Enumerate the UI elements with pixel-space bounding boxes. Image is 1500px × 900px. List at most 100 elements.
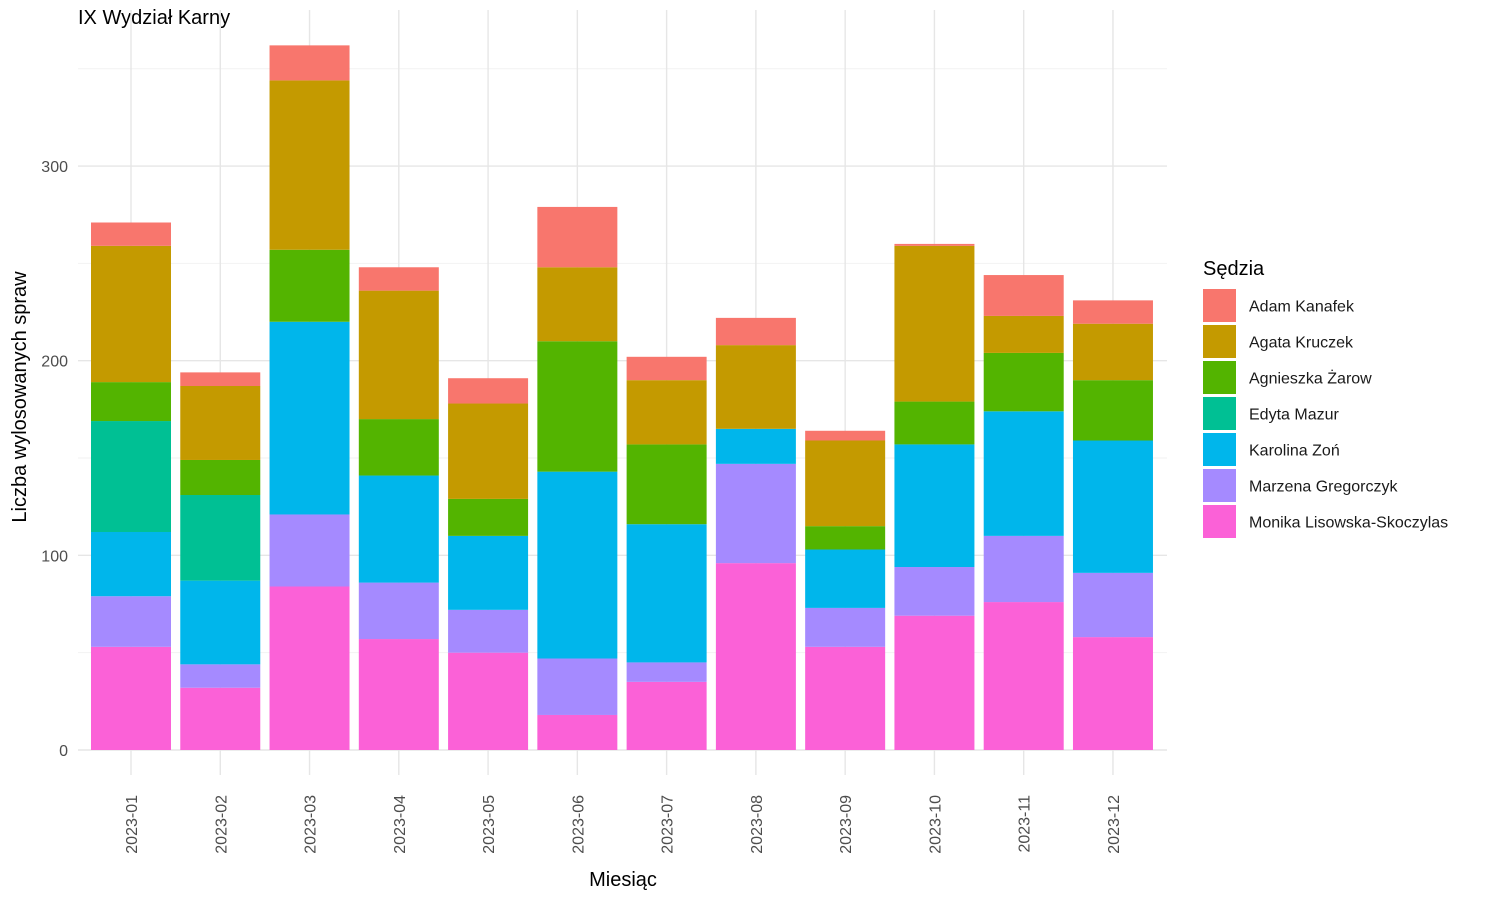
bar-segment [983,535,1064,603]
y-tick-label: 100 [41,548,68,565]
bar-segment [269,80,350,250]
legend-swatch [1203,469,1236,502]
bar-segment [805,430,886,441]
bar-segment [626,380,707,445]
bar-segment [894,615,975,750]
x-tick-label: 2023-10 [927,795,944,854]
bar-segment [269,514,350,587]
bar-segment [448,535,529,610]
legend-item: Edyta Mazur [1203,397,1339,430]
legend-swatch [1203,505,1236,538]
bar-segment [269,249,350,322]
bar-segment [91,245,171,383]
bar-segment [1072,637,1153,750]
y-tick-label: 200 [41,354,68,371]
legend-label: Agnieszka Żarow [1249,369,1372,388]
bar-segment [91,646,171,750]
bar-segment [537,714,618,750]
x-tick-label: 2023-09 [838,795,855,854]
x-tick-label: 2023-11 [1017,795,1034,853]
bar-segment [805,526,886,550]
bar-segment [180,495,261,581]
legend-items: Adam Kanafek Agata Kruczek Agnieszka Żarow… [1203,289,1448,538]
bar-segment [1072,440,1153,573]
legend-item: Adam Kanafek [1203,289,1355,322]
bar-segment [448,652,529,750]
legend-swatch [1203,433,1236,466]
bar-segment [91,382,171,422]
bar-segment [180,664,261,688]
bar-segment [805,607,886,647]
x-tick-label: 2023-08 [749,795,766,854]
legend-item: Marzena Gregorczyk [1203,469,1398,502]
bar-segment [894,444,975,568]
legend-swatch [1203,361,1236,394]
bar-segment [715,317,796,346]
legend-label: Adam Kanafek [1249,299,1355,316]
bar-segment [180,372,261,387]
bar-segment [1072,323,1153,381]
bar-segment [537,471,618,659]
x-tick-label: 2023-01 [124,795,141,854]
bar-segment [537,658,618,715]
bar-segment [983,352,1064,412]
bar-segment [537,267,618,342]
bar-segment [358,639,439,750]
bar-segment [894,243,975,246]
bar-segment [983,315,1064,353]
bar-segment [269,586,350,750]
y-axis-label: Liczba wylosowanych spraw [9,271,31,523]
legend-item: Agata Kruczek [1203,325,1354,358]
bar-segment [91,222,171,246]
bar-segment [1072,572,1153,638]
x-tick-label: 2023-05 [481,795,498,854]
bar-segment [715,345,796,429]
x-tick-label: 2023-06 [570,795,587,854]
bar-segment [537,206,618,268]
bar-segment [358,475,439,583]
bar-segment [805,440,886,527]
bar-segment [448,609,529,653]
bar-segment [983,411,1064,536]
legend-label: Monika Lisowska-Skoczylas [1249,515,1448,532]
bar-segment [1072,300,1153,324]
bar-segment [180,580,261,665]
bar-segment [537,341,618,472]
bar-segment [626,681,707,750]
bar-segment [448,378,529,404]
x-axis-label: Miesiąc [589,869,657,891]
chart-title: IX Wydział Karny [78,7,231,29]
x-tick-label: 2023-12 [1106,795,1123,854]
y-axis: 0 100 200 300 [41,159,68,760]
bar-segment [269,45,350,81]
legend-item: Agnieszka Żarow [1203,361,1372,394]
legend-swatch [1203,397,1236,430]
bar-segment [1072,380,1153,441]
bar-segment [626,524,707,663]
bar-segment [626,662,707,682]
bar-segment [358,267,439,291]
legend-title: Sędzia [1203,258,1265,280]
bar-segment [983,602,1064,750]
bar-segment [894,401,975,445]
bar-segment [448,498,529,536]
bar-segment [91,421,171,532]
legend-swatch [1203,325,1236,358]
bar-segment [626,356,707,381]
bar-segment [894,567,975,616]
bar-segment [983,275,1064,316]
bar-segment [805,646,886,750]
legend-swatch [1203,289,1236,322]
legend-label: Agata Kruczek [1249,335,1354,352]
bar-segment [358,582,439,640]
bar-segment [715,463,796,564]
bar-segment [894,245,975,402]
x-tick-label: 2023-03 [303,795,320,854]
bar-segment [715,563,796,750]
bar-segment [180,687,261,750]
bars [91,45,1153,750]
x-tick-label: 2023-02 [213,795,230,854]
legend-label: Karolina Zoń [1249,443,1340,460]
x-tick-label: 2023-07 [660,795,677,854]
